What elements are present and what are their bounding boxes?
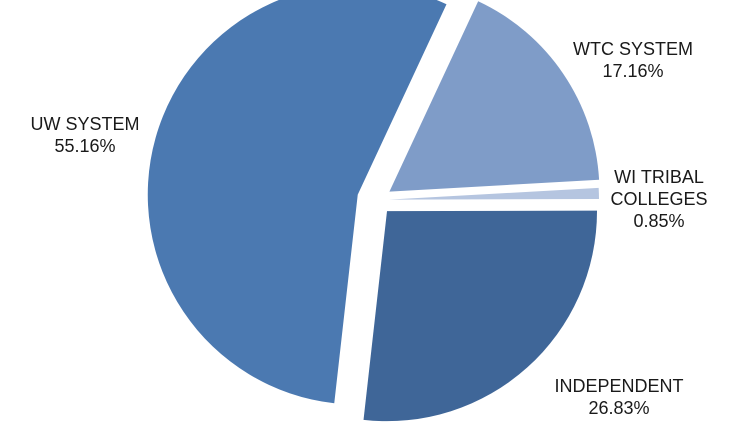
slice-label-text: WTC SYSTEM [573, 39, 693, 59]
pie-slice [147, 0, 447, 404]
slice-value-text: 17.16% [602, 61, 663, 81]
slice-label: INDEPENDENT 26.83% [554, 376, 683, 418]
pie-slice [388, 187, 599, 200]
slice-value-text: 55.16% [54, 136, 115, 156]
slice-label-text: UW SYSTEM [30, 114, 139, 134]
pie-slice [363, 210, 598, 422]
slice-label-text: INDEPENDENT [554, 376, 683, 396]
slice-label: WTC SYSTEM 17.16% [573, 39, 693, 81]
slice-label: UW SYSTEM 55.16% [30, 114, 139, 156]
slices-layer [147, 0, 600, 422]
slice-label: WI TRIBAL COLLEGES 0.85% [610, 167, 707, 231]
slice-label-text: COLLEGES [610, 189, 707, 209]
pie-slice [389, 1, 600, 192]
slice-label-text: WI TRIBAL [614, 167, 704, 187]
labels-layer: WTC SYSTEM 17.16% WI TRIBAL COLLEGES 0.85% IN… [30, 39, 707, 418]
slice-value-text: 0.85% [633, 211, 684, 231]
slice-value-text: 26.83% [588, 398, 649, 418]
